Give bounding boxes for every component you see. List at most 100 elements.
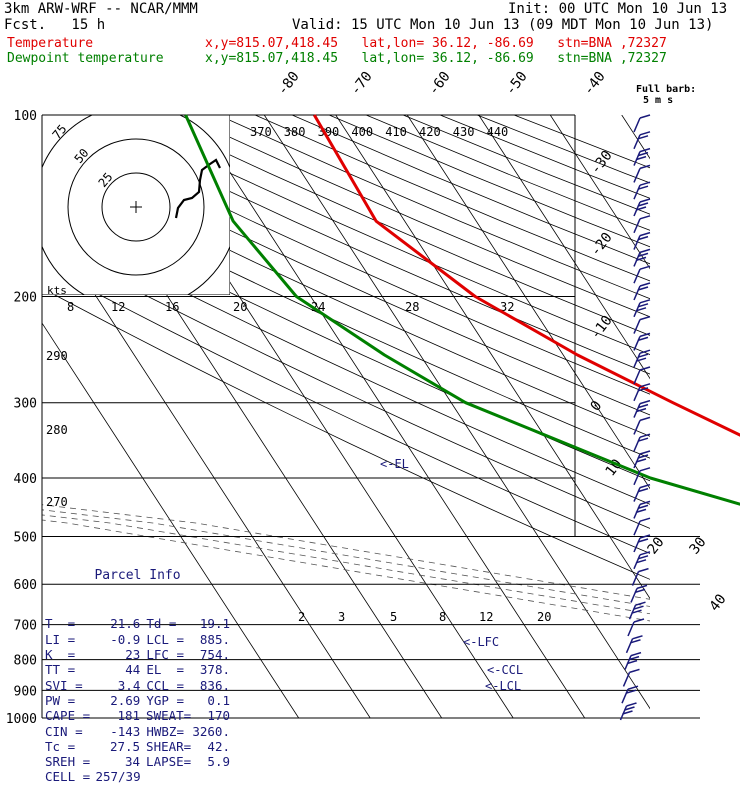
isotherm-line xyxy=(406,115,650,490)
temperature-line xyxy=(313,114,740,437)
parcel-label: SREH = xyxy=(45,754,91,770)
pressure-tick-label: 900 xyxy=(14,684,37,699)
legend-temperature: Temperature xyxy=(7,36,94,51)
mixing-ratio-label: 20 xyxy=(537,610,551,624)
init-time: Init: 00 UTC Mon 10 Jun 13 xyxy=(508,1,728,17)
mixing-ratio-label: 8 xyxy=(67,300,74,314)
hodograph-ring xyxy=(101,172,171,242)
parcel-label: CCL = xyxy=(146,677,184,693)
parcel-row: CELL = 257/39 xyxy=(45,769,230,784)
mixing-ratio-label: 5 xyxy=(390,610,397,624)
pressure-tick-label: 1000 xyxy=(6,712,37,727)
parcel-label: YGP = xyxy=(146,692,184,708)
temperature-tick-label: -70 xyxy=(348,69,376,99)
pressure-tick-label: 600 xyxy=(14,578,37,593)
dry-adiabat xyxy=(42,287,650,580)
wind-barbs xyxy=(619,114,651,721)
dry-adiabat xyxy=(42,197,650,482)
dry-adiabat xyxy=(143,115,650,336)
parcel-value: 378. xyxy=(199,662,230,678)
temperature-tick-label: -10 xyxy=(588,313,616,343)
isotherm-line xyxy=(478,115,650,380)
isotherm-line xyxy=(42,322,300,718)
temperature-tick-label: -40 xyxy=(581,69,609,99)
parcel-value: 2.69 xyxy=(110,692,141,708)
adiabat-label: 270 xyxy=(46,495,68,509)
mixing-ratio-label: 32 xyxy=(500,300,514,314)
parcel-label: CELL = xyxy=(45,769,91,785)
dry-adiabat xyxy=(42,118,650,395)
pressure-tick-label: 100 xyxy=(14,109,37,124)
theta-label: 440 xyxy=(487,125,509,139)
parcel-value: 42. xyxy=(207,738,230,754)
forecast-hour: Fcst. 15 h xyxy=(4,17,106,33)
dewpoint-line xyxy=(184,114,740,506)
dry-adiabat xyxy=(42,177,650,459)
parcel-label: CIN = xyxy=(45,723,83,739)
parcel-row: LI = -0.9 LCL = 885. xyxy=(45,632,230,647)
parcel-value: 3260. xyxy=(192,723,230,739)
dry-adiabat xyxy=(402,115,650,215)
parcel-label: LI = xyxy=(45,631,76,647)
parcel-value: -143 xyxy=(110,723,141,739)
parcel-label: T = xyxy=(45,616,76,632)
parcel-row: SREH = 34 LAPSE= 5.9 xyxy=(45,754,230,769)
parcel-label: K = xyxy=(45,647,76,663)
pressure-tick-label: 800 xyxy=(14,654,37,669)
theta-label: 410 xyxy=(385,125,407,139)
parcel-value: 19.1 xyxy=(199,616,230,632)
isotherm-line xyxy=(263,115,650,710)
parcel-label: SWEAT= xyxy=(146,708,192,724)
annotation-lcl: <-LCL xyxy=(485,679,521,693)
model-title: 3km ARW-WRF -- NCAR/MMM xyxy=(4,1,198,17)
theta-label: 400 xyxy=(351,125,373,139)
dry-adiabat xyxy=(42,219,650,505)
pressure-tick-label: 300 xyxy=(14,397,37,412)
parcel-value: 257/39 xyxy=(95,769,141,785)
temperature-tick-label: 20 xyxy=(645,534,668,557)
annotation-lfc: <-LFC xyxy=(463,635,499,649)
temperature-tick-label: 30 xyxy=(687,534,710,557)
parcel-label xyxy=(141,769,192,784)
parcel-label: PW = xyxy=(45,692,76,708)
parcel-value: 23 xyxy=(125,647,141,663)
mixing-ratio-label: 28 xyxy=(405,300,419,314)
barb-legend-label: Full barb: xyxy=(636,84,697,95)
dry-adiabat xyxy=(42,264,650,554)
dewpoint-location: x,y=815.07,418.45 lat,lon= 36.12, -86.69… xyxy=(205,51,667,66)
mixing-ratio-label: 16 xyxy=(165,300,179,314)
parcel-label: CAPE = xyxy=(45,708,91,724)
parcel-label: LCL = xyxy=(146,631,184,647)
hodograph-units: kts xyxy=(47,284,67,297)
mixing-ratio-label: 2 xyxy=(298,610,305,624)
parcel-value xyxy=(191,769,230,784)
parcel-value: 0.1 xyxy=(207,692,230,708)
temperature-tick-label: -60 xyxy=(426,69,454,99)
parcel-row: Tc = 27.5 SHEAR= 42. xyxy=(45,739,230,754)
parcel-label: LFC = xyxy=(146,647,184,663)
parcel-row: K = 23 LFC = 754. xyxy=(45,647,230,662)
temperature-tick-label: -50 xyxy=(503,69,531,99)
parcel-row: PW = 2.69 YGP = 0.1 xyxy=(45,693,230,708)
mixing-ratio-label: 3 xyxy=(338,610,345,624)
parcel-info-title: Parcel Info xyxy=(94,567,181,583)
parcel-value: 836. xyxy=(199,677,230,693)
parcel-label: Tc = xyxy=(45,738,76,754)
parcel-row: SVI = 3.4 CCL = 836. xyxy=(45,678,230,693)
annotation-ccl: <-CCL xyxy=(487,663,523,677)
isotherm-line xyxy=(192,115,586,718)
temperature-tick-label: -30 xyxy=(588,148,616,178)
parcel-row: CIN = -143 HWBZ= 3260. xyxy=(45,724,230,739)
barb-legend-units: 5 m s xyxy=(643,95,674,106)
parcel-value: 44 xyxy=(125,662,141,678)
temperature-tick-label: -20 xyxy=(588,230,616,260)
annotation-el: <-EL xyxy=(380,457,409,471)
temperature-tick-label: 40 xyxy=(707,591,730,614)
pressure-tick-label: 200 xyxy=(14,291,37,306)
temperature-location: x,y=815.07,418.45 lat,lon= 36.12, -86.69… xyxy=(205,36,667,51)
adiabat-label: 290 xyxy=(46,349,68,363)
dry-adiabat xyxy=(42,241,650,529)
parcel-value: 34 xyxy=(124,754,141,770)
mixing-ratio-label: 12 xyxy=(111,300,125,314)
